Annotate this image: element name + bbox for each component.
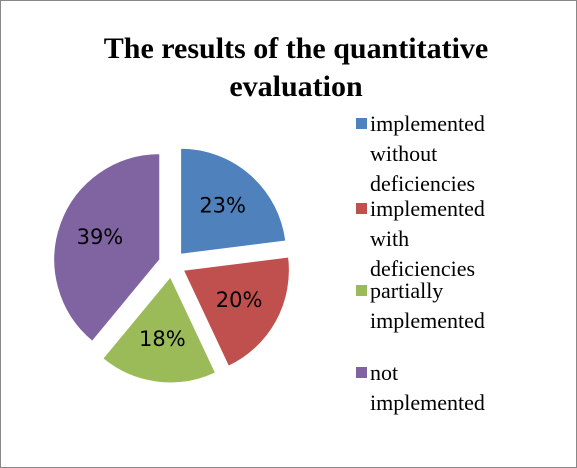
pie-slice bbox=[102, 275, 217, 384]
pie-slice bbox=[53, 153, 161, 342]
pie-slice bbox=[182, 256, 290, 367]
legend-swatch bbox=[356, 203, 367, 214]
data-label: 39% bbox=[77, 225, 124, 249]
chart-title: The results of the quantitative evaluatio… bbox=[104, 32, 488, 103]
data-label: 18% bbox=[139, 327, 186, 351]
legend-swatch bbox=[356, 285, 367, 296]
legend-swatch bbox=[356, 118, 367, 129]
legend-label: implemented without deficiencies bbox=[370, 111, 485, 196]
legend-swatch bbox=[356, 367, 367, 378]
data-label: 23% bbox=[199, 194, 246, 218]
legend-label: partially implemented bbox=[370, 278, 485, 333]
legend-label: not implemented bbox=[370, 360, 485, 415]
pie-slice bbox=[180, 147, 287, 255]
data-label: 20% bbox=[216, 288, 263, 312]
legend-label: implemented with deficiencies bbox=[370, 196, 485, 281]
